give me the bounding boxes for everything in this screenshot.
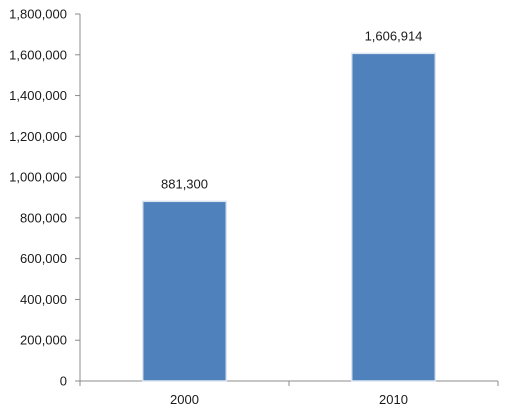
data-label-2000: 881,300 (161, 176, 208, 191)
y-tick-label: 1,600,000 (9, 47, 67, 62)
x-tick-label: 2010 (379, 392, 408, 407)
y-tick-label: 400,000 (20, 292, 67, 307)
y-tick-label: 1,000,000 (9, 170, 67, 185)
y-axis: 0 200,000 400,000 600,000 800,000 1,000,000 1,… (9, 7, 81, 389)
y-tick-label: 1,400,000 (9, 88, 67, 103)
y-tick-label: 600,000 (20, 251, 67, 266)
x-tick-label: 2000 (170, 392, 199, 407)
y-tick-label: 1,200,000 (9, 129, 67, 144)
y-tick-label: 0 (60, 374, 67, 389)
x-axis: 2000 2010 (79, 380, 499, 407)
y-tick-label: 800,000 (20, 210, 67, 225)
bar-2000 (141, 200, 228, 382)
bar-2010 (350, 52, 437, 382)
data-label-2010: 1,606,914 (365, 28, 423, 43)
y-tick-label: 200,000 (20, 333, 67, 348)
data-labels: 881,300 1,606,914 (161, 28, 422, 191)
bars (141, 52, 437, 382)
y-tick-label: 1,800,000 (9, 7, 67, 22)
